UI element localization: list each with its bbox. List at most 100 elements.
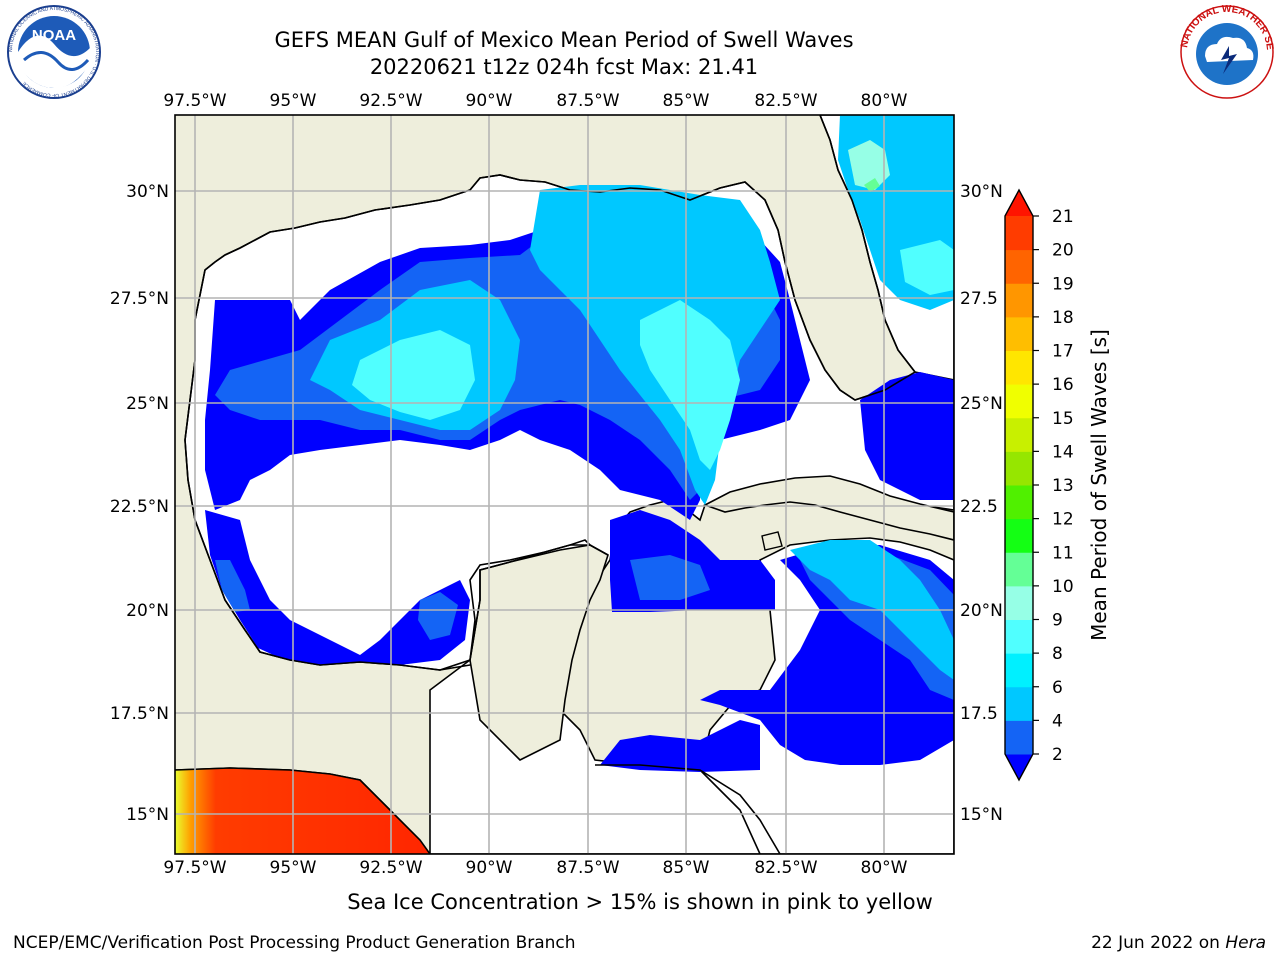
footer-date: 22 Jun 2022 on Hera (1091, 933, 1266, 953)
forecast-subtitle: 20220621 t12z 024h fcst Max: 21.41 (369, 55, 759, 79)
map-title: GEFS MEAN Gulf of Mexico Mean Period of … (274, 28, 854, 52)
pacific-high-period (175, 768, 430, 854)
nws-logo: NATIONAL WEATHER SERVICE (1171, 0, 1277, 100)
map-frame (174, 114, 955, 855)
colorbar-segment (1005, 686, 1033, 721)
colorbar-extend-high (1005, 190, 1033, 216)
swell-band-6-8s-carib (790, 540, 954, 680)
coastline-mexico (184, 269, 609, 671)
colorbar: 2 4 6 8 9 10 11 12 13 14 15 16 17 18 19 20 21 (1004, 188, 1074, 782)
lat-tick: 22.5 (960, 497, 998, 517)
lat-tick: 25°N (960, 394, 1003, 414)
colorbar-segment (1005, 350, 1033, 385)
lon-tick: 85°W (663, 858, 710, 878)
lon-tick: 87.5°W (556, 858, 619, 878)
colorbar-segment (1005, 518, 1033, 553)
colorbar-tick-label: 20 (1052, 241, 1074, 261)
colorbar-segment (1005, 384, 1033, 419)
swell-band-8-9s-central (352, 330, 475, 420)
lon-tick: 97.5°W (163, 858, 226, 878)
footer-host: Hera (1225, 933, 1266, 953)
footer-credit: NCEP/EMC/Verification Post Processing Pr… (13, 933, 576, 953)
lon-tick: 92.5°W (359, 858, 422, 878)
lon-ticks-bottom: 97.5°W 95°W 92.5°W 90°W 87.5°W 85°W 82.5… (163, 858, 907, 878)
colorbar-tick-label: 4 (1052, 711, 1063, 731)
lon-tick: 82.5°W (754, 91, 817, 111)
lat-tick: 27.5°N (110, 289, 169, 309)
colorbar-tick-label: 13 (1052, 476, 1074, 496)
lon-tick: 97.5°W (163, 91, 226, 111)
swell-band-10-11s-spot (864, 178, 880, 192)
colorbar-segment (1005, 316, 1033, 351)
sea-ice-caption: Sea Ice Concentration > 15% is shown in … (347, 890, 933, 914)
lon-tick: 90°W (466, 858, 513, 878)
lat-tick: 27.5 (960, 289, 998, 309)
lon-ticks-top: 97.5°W 95°W 92.5°W 90°W 87.5°W 85°W 82.5… (163, 91, 907, 111)
colorbar-extend-low (1005, 754, 1033, 780)
colorbar-tick-label: 14 (1052, 442, 1074, 462)
colorbar-tick-label: 8 (1052, 644, 1063, 664)
lon-tick: 92.5°W (359, 91, 422, 111)
noaa-logo: NOAA NATIONAL OCEANIC AND ATMOSPHERIC AD… (2, 4, 104, 100)
lat-tick: 30°N (960, 182, 1003, 202)
lat-tick: 20°N (960, 601, 1003, 621)
colorbar-segment (1005, 720, 1033, 755)
colorbar-tick-label: 10 (1052, 577, 1074, 597)
lat-tick: 15°N (960, 805, 1003, 825)
colorbar-tick-label: 15 (1052, 409, 1074, 429)
swell-band-2-4s-west-coast (205, 510, 470, 665)
colorbar-tick-label: 17 (1052, 342, 1074, 362)
colorbar-segment (1005, 619, 1033, 654)
swell-band-4-6s-west (215, 560, 250, 612)
colorbar-segment (1005, 653, 1033, 688)
lon-tick: 80°W (861, 91, 908, 111)
colorbar-tick-label: 16 (1052, 375, 1074, 395)
lon-tick: 95°W (270, 91, 317, 111)
lon-tick: 82.5°W (754, 858, 817, 878)
colorbar-tick-label: 18 (1052, 308, 1074, 328)
colorbar-tick-label: 12 (1052, 510, 1074, 530)
colorbar-segment (1005, 485, 1033, 520)
colorbar-tick-label: 6 (1052, 678, 1063, 698)
colorbar-tick-label: 9 (1052, 611, 1063, 631)
coastline-central-america (175, 767, 431, 854)
colorbar-tick-label: 11 (1052, 543, 1074, 563)
lon-tick: 90°W (466, 91, 513, 111)
colorbar-tick-label: 21 (1052, 207, 1074, 227)
colorbar-segment (1005, 283, 1033, 318)
lat-ticks-right: 30°N 27.5 25°N 22.5 20°N 17.5 15°N (960, 182, 1003, 825)
lat-tick: 20°N (126, 601, 169, 621)
lat-tick: 22.5°N (110, 497, 169, 517)
swell-band-9-10s-spot (848, 140, 890, 190)
colorbar-segment (1005, 417, 1033, 452)
colorbar-tick-label: 2 (1052, 745, 1063, 765)
lat-tick: 30°N (126, 182, 169, 202)
colorbar-label: Mean Period of Swell Waves [s] (1087, 329, 1111, 641)
swell-band-2-4s-yucatan-strait (600, 720, 760, 772)
lon-tick: 85°W (663, 91, 710, 111)
swell-band-8-9s (640, 300, 740, 470)
lon-tick: 95°W (270, 858, 317, 878)
lat-tick: 25°N (126, 394, 169, 414)
graticule (175, 115, 954, 854)
noaa-logo-text: NOAA (32, 27, 76, 44)
colorbar-segment (1005, 451, 1033, 486)
isle-of-youth (761, 531, 783, 551)
cuba-land (702, 475, 954, 541)
colorbar-segment (1005, 585, 1033, 620)
lat-tick: 17.5 (960, 704, 998, 724)
swell-band-4-6s-bayofcampeche (418, 592, 458, 640)
swell-band-4-6s-gulf-south (630, 555, 710, 600)
lat-ticks-left: 30°N 27.5°N 25°N 22.5°N 20°N 17.5°N 15°N (110, 182, 169, 825)
lat-tick: 15°N (126, 805, 169, 825)
colorbar-segment (1005, 216, 1033, 251)
footer-date-text: 22 Jun 2022 on (1091, 933, 1226, 953)
lat-tick: 17.5°N (110, 704, 169, 724)
colorbar-segment (1005, 249, 1033, 284)
colorbar-tick-label: 19 (1052, 274, 1074, 294)
lon-tick: 87.5°W (556, 91, 619, 111)
coastline-honduras (595, 764, 781, 854)
lon-tick: 80°W (861, 858, 908, 878)
colorbar-segment (1005, 552, 1033, 587)
